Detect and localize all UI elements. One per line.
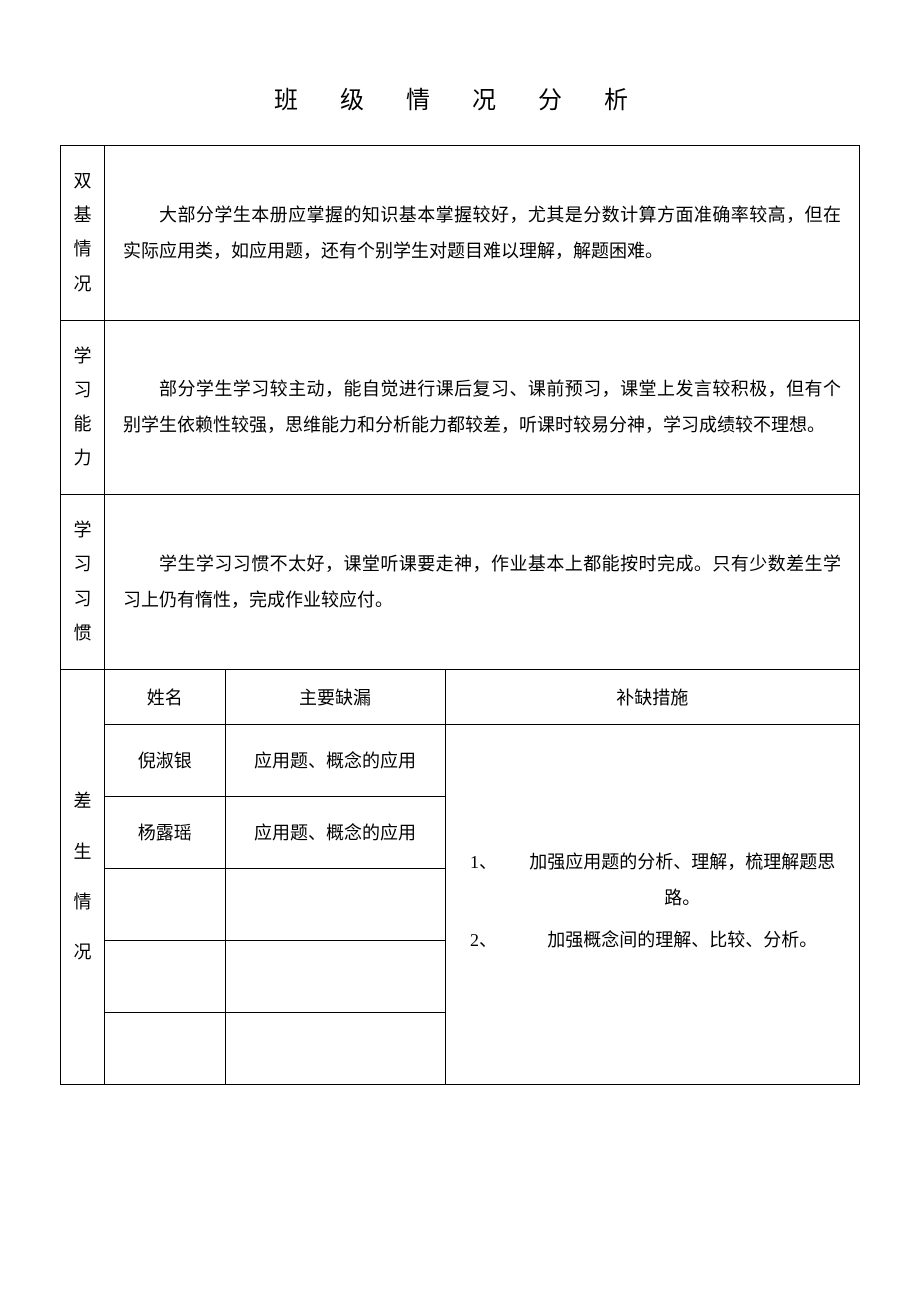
- weak-students-container: 姓名 主要缺漏 补缺措施 倪淑银 应用题、概念的应用 1、 加强应用题的分析、理…: [105, 669, 860, 1085]
- student-gap: [225, 868, 445, 940]
- measure-num: 2、: [454, 922, 514, 958]
- measure-num: 1、: [454, 844, 514, 916]
- measure-text: 加强概念间的理解、比较、分析。: [514, 922, 852, 958]
- measure-item: 1、 加强应用题的分析、理解，梳理解题思路。: [454, 844, 852, 916]
- content-habit: 学生学习习惯不太好，课堂听课要走神，作业基本上都能按时完成。只有少数差生学习上仍…: [105, 495, 860, 670]
- header-name: 姓名: [105, 670, 225, 725]
- row-weak-students: 差生情况 姓名 主要缺漏 补缺措施 倪淑银 应用题、概念的应用 1、: [61, 669, 860, 1085]
- student-name: [105, 940, 225, 1012]
- label-basic: 双基情况: [61, 146, 105, 321]
- student-name: [105, 1012, 225, 1084]
- content-ability: 部分学生学习较主动，能自觉进行课后复习、课前预习，课堂上发言较积极，但有个别学生…: [105, 320, 860, 495]
- student-name: [105, 868, 225, 940]
- page-title: 班 级 情 况 分 析: [60, 80, 860, 115]
- student-gap: 应用题、概念的应用: [225, 724, 445, 796]
- measures-cell: 1、 加强应用题的分析、理解，梳理解题思路。 2、 加强概念间的理解、比较、分析…: [445, 724, 859, 1084]
- analysis-table: 双基情况 大部分学生本册应掌握的知识基本掌握较好，尤其是分数计算方面准确率较高，…: [60, 145, 860, 1085]
- student-gap: [225, 1012, 445, 1084]
- student-row: 倪淑银 应用题、概念的应用 1、 加强应用题的分析、理解，梳理解题思路。 2、 …: [105, 724, 859, 796]
- row-learning-ability: 学习能力 部分学生学习较主动，能自觉进行课后复习、课前预习，课堂上发言较积极，但…: [61, 320, 860, 495]
- header-measure: 补缺措施: [445, 670, 859, 725]
- header-gap: 主要缺漏: [225, 670, 445, 725]
- weak-students-table: 姓名 主要缺漏 补缺措施 倪淑银 应用题、概念的应用 1、 加强应用题的分析、理…: [105, 670, 859, 1085]
- measure-text: 加强应用题的分析、理解，梳理解题思路。: [514, 844, 852, 916]
- measure-item: 2、 加强概念间的理解、比较、分析。: [454, 922, 852, 958]
- label-weak: 差生情况: [61, 669, 105, 1085]
- student-name: 杨露瑶: [105, 796, 225, 868]
- row-learning-habit: 学习习惯 学生学习习惯不太好，课堂听课要走神，作业基本上都能按时完成。只有少数差…: [61, 495, 860, 670]
- student-name: 倪淑银: [105, 724, 225, 796]
- row-basic-situation: 双基情况 大部分学生本册应掌握的知识基本掌握较好，尤其是分数计算方面准确率较高，…: [61, 146, 860, 321]
- label-ability: 学习能力: [61, 320, 105, 495]
- inner-header-row: 姓名 主要缺漏 补缺措施: [105, 670, 859, 725]
- label-habit: 学习习惯: [61, 495, 105, 670]
- measures-list: 1、 加强应用题的分析、理解，梳理解题思路。 2、 加强概念间的理解、比较、分析…: [454, 844, 852, 958]
- student-gap: [225, 940, 445, 1012]
- content-basic: 大部分学生本册应掌握的知识基本掌握较好，尤其是分数计算方面准确率较高，但在实际应…: [105, 146, 860, 321]
- student-gap: 应用题、概念的应用: [225, 796, 445, 868]
